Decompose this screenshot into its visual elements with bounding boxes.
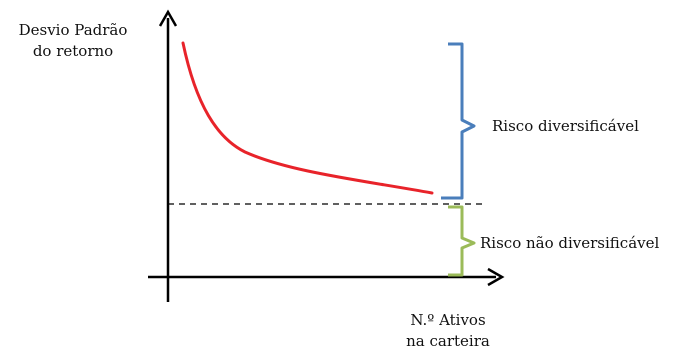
- x-axis-arrowhead: [487, 267, 505, 287]
- non-diversifiable-risk-label: Risco não diversificável: [480, 234, 660, 252]
- x-axis-label-line1: N.º Ativos: [410, 311, 486, 329]
- y-axis-label-line2: do retorno: [32, 42, 114, 60]
- x-axis-label-line2: na carteira: [406, 332, 490, 350]
- y-axis-arrowhead: [158, 9, 178, 27]
- y-axis-label-line1: Desvio Padrão: [18, 21, 128, 39]
- total-risk-curve: [181, 41, 434, 195]
- diversifiable-risk-brace: [441, 42, 476, 200]
- non-diversifiable-risk-brace: [448, 205, 476, 277]
- y-axis-label: Desvio Padrão do retorno: [6, 20, 140, 62]
- x-axis-label: N.º Ativos na carteira: [378, 310, 518, 352]
- diversifiable-risk-label: Risco diversificável: [492, 117, 639, 135]
